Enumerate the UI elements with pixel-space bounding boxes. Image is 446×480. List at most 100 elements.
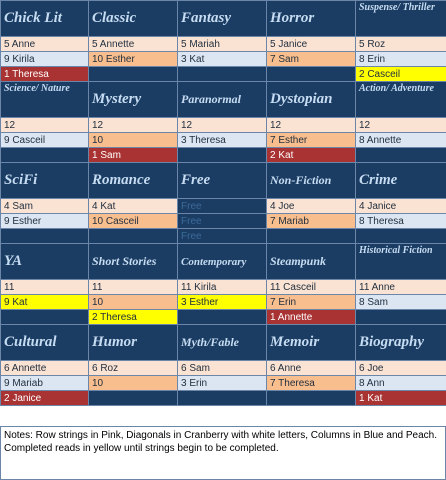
grid-cell (178, 310, 267, 325)
grid-cell: 11 (89, 280, 178, 295)
category-header: Horror (267, 1, 356, 37)
grid-cell: 6 Roz (89, 361, 178, 376)
grid-cell: 11 Kirila (178, 280, 267, 295)
grid-cell: 12 (356, 118, 446, 133)
grid-cell: 1 Theresa (1, 67, 89, 82)
category-header: Classic (89, 1, 178, 37)
grid-cell (356, 148, 446, 163)
grid-cell: 4 Joe (267, 199, 356, 214)
category-header: Fantasy (178, 1, 267, 37)
grid-cell: 9 Kat (1, 295, 89, 310)
grid-cell: 3 Esther (178, 295, 267, 310)
bingo-grid: Chick Lit Classic Fantasy Horror Suspens… (0, 0, 446, 406)
category-header: Historical Fiction (356, 244, 446, 280)
category-header: YA (1, 244, 89, 280)
category-header: Steampunk (267, 244, 356, 280)
grid-cell: 6 Anne (267, 361, 356, 376)
notes-text: Notes: Row strings in Pink, Diagonals in… (0, 426, 446, 480)
grid-cell: 11 Casceil (267, 280, 356, 295)
grid-cell: 3 Erin (178, 376, 267, 391)
grid-cell: 11 (1, 280, 89, 295)
grid-cell: 7 Sam (267, 52, 356, 67)
grid-cell: 3 Theresa (178, 133, 267, 148)
grid-cell: 2 Kat (267, 148, 356, 163)
category-header: Non-Fiction (267, 163, 356, 199)
grid-cell: 3 Kat (178, 52, 267, 67)
grid-cell: 11 Anne (356, 280, 446, 295)
grid-cell: 7 Erin (267, 295, 356, 310)
grid-cell: 9 Esther (1, 214, 89, 229)
grid-cell (89, 391, 178, 406)
grid-cell: 4 Kat (89, 199, 178, 214)
grid-cell: 10 (89, 133, 178, 148)
grid-cell: 1 Annette (267, 310, 356, 325)
grid-cell: 10 (89, 295, 178, 310)
grid-cell (267, 229, 356, 244)
grid-cell: 5 Anne (1, 37, 89, 52)
grid-cell: 8 Erin (356, 52, 446, 67)
grid-cell: 6 Annette (1, 361, 89, 376)
category-header: Chick Lit (1, 1, 89, 37)
grid-cell (178, 148, 267, 163)
grid-cell (267, 391, 356, 406)
grid-cell (1, 229, 89, 244)
grid-cell: 12 (1, 118, 89, 133)
grid-cell (1, 148, 89, 163)
grid-cell: 9 Casceil (1, 133, 89, 148)
grid-cell: 12 (178, 118, 267, 133)
category-header: Biography (356, 325, 446, 361)
grid-cell: 10 (89, 376, 178, 391)
grid-cell: 12 (89, 118, 178, 133)
grid-cell: 7 Theresa (267, 376, 356, 391)
grid-cell: 4 Sam (1, 199, 89, 214)
free-cell: Free (178, 199, 267, 214)
grid-cell (178, 391, 267, 406)
grid-cell: 8 Theresa (356, 214, 446, 229)
grid-cell: 4 Janice (356, 199, 446, 214)
category-header: Suspense/ Thriller (356, 1, 446, 37)
category-header: Myth/Fable (178, 325, 267, 361)
grid-cell: 2 Casceil (356, 67, 446, 82)
grid-cell: 2 Theresa (89, 310, 178, 325)
category-header: Action/ Adventure (356, 82, 446, 118)
grid-cell: 2 Janice (1, 391, 89, 406)
grid-cell (267, 67, 356, 82)
grid-cell: 8 Annette (356, 133, 446, 148)
grid-cell: 8 Ann (356, 376, 446, 391)
grid-cell (89, 67, 178, 82)
grid-cell (356, 229, 446, 244)
grid-cell (356, 310, 446, 325)
grid-cell: 5 Roz (356, 37, 446, 52)
grid-cell: 5 Annette (89, 37, 178, 52)
category-header: Free (178, 163, 267, 199)
grid-cell: 6 Sam (178, 361, 267, 376)
category-header: Short Stories (89, 244, 178, 280)
category-header: Dystopian (267, 82, 356, 118)
grid-cell: 7 Esther (267, 133, 356, 148)
category-header: SciFi (1, 163, 89, 199)
grid-cell (1, 310, 89, 325)
grid-cell: 1 Kat (356, 391, 446, 406)
category-header: Romance (89, 163, 178, 199)
free-cell: Free (178, 229, 267, 244)
grid-cell: 9 Kirila (1, 52, 89, 67)
category-header: Memoir (267, 325, 356, 361)
category-header: Science/ Nature (1, 82, 89, 118)
grid-cell: 10 Esther (89, 52, 178, 67)
grid-cell: 8 Sam (356, 295, 446, 310)
category-header: Cultural (1, 325, 89, 361)
category-header: Crime (356, 163, 446, 199)
grid-cell: 6 Joe (356, 361, 446, 376)
grid-cell: 5 Mariah (178, 37, 267, 52)
grid-cell (89, 229, 178, 244)
category-header: Paranormal (178, 82, 267, 118)
grid-cell: 7 Mariab (267, 214, 356, 229)
category-header: Contemporary (178, 244, 267, 280)
grid-cell: 5 Janice (267, 37, 356, 52)
grid-cell: 9 Mariab (1, 376, 89, 391)
free-cell: Free (178, 214, 267, 229)
grid-cell: 1 Sam (89, 148, 178, 163)
category-header: Mystery (89, 82, 178, 118)
category-header: Humor (89, 325, 178, 361)
grid-cell (178, 67, 267, 82)
